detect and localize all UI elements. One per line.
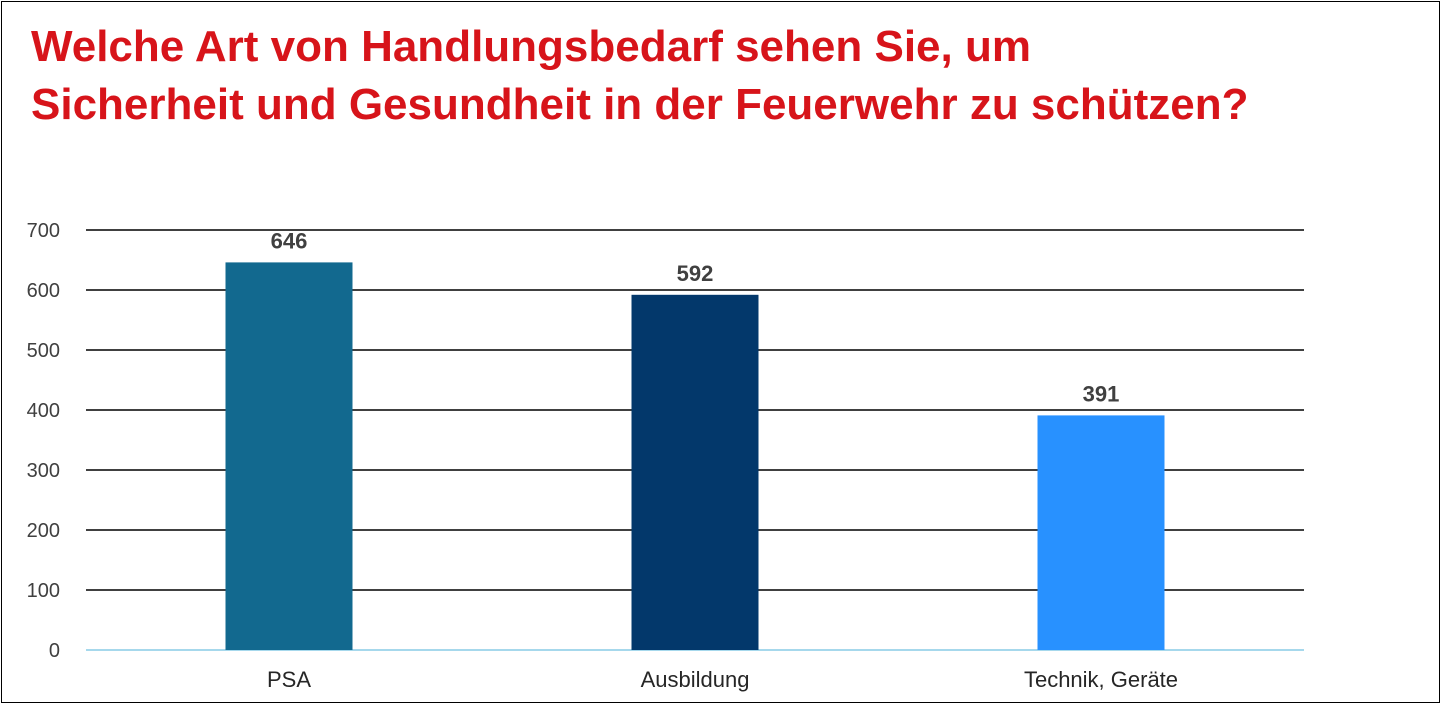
bars [225,262,1165,650]
chart-title: Welche Art von Handlungsbedarf sehen Sie… [31,18,1431,134]
bar-1 [631,294,759,650]
y-tick-label: 600 [27,280,60,302]
y-tick-label: 300 [27,460,60,482]
y-axis-ticks: 0 100 200 300 400 500 600 700 [27,220,60,662]
y-tick-label: 0 [49,640,60,662]
data-label: 646 [271,228,308,253]
y-tick-label: 100 [27,580,60,602]
data-label: 592 [677,261,714,286]
y-tick-label: 500 [27,340,60,362]
category-label: Ausbildung [641,667,750,692]
chart-title-line-1: Welche Art von Handlungsbedarf sehen Sie… [31,22,1031,71]
category-label: Technik, Geräte [1024,667,1178,692]
y-tick-label: 200 [27,520,60,542]
chart-title-line-2: Sicherheit und Gesundheit in der Feuerwe… [31,80,1249,129]
y-tick-label: 700 [27,220,60,242]
y-tick-label: 400 [27,400,60,422]
category-label: PSA [267,667,311,692]
bar-2 [1037,415,1165,650]
data-label: 391 [1083,381,1120,406]
x-axis-categories: PSA Ausbildung Technik, Geräte [267,667,1178,692]
data-labels: 646 592 391 [271,228,1120,406]
bar-0 [225,262,353,650]
